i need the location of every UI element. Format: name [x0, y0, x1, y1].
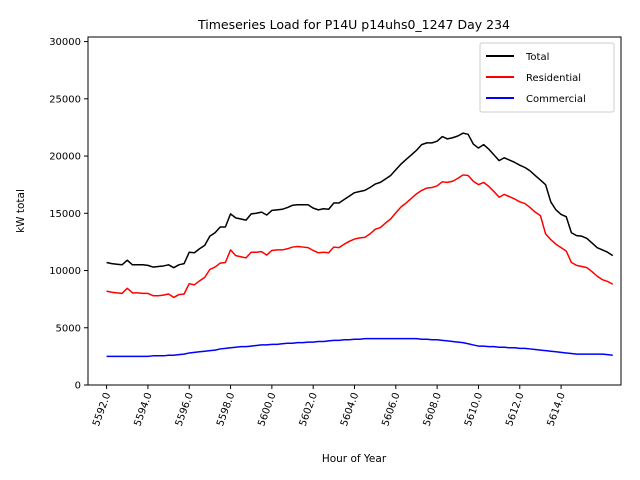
x-axis-label: Hour of Year — [322, 453, 387, 465]
y-axis: 0 5000 10000 15000 20000 25000 30000 — [49, 37, 88, 392]
y-tick-label: 0 — [75, 381, 81, 392]
plot-lines — [106, 132, 614, 358]
series-line-commercial — [106, 337, 613, 358]
y-tick-label: 5000 — [56, 323, 81, 334]
y-tick-label: 10000 — [49, 266, 81, 277]
chart-title: Timeseries Load for P14U p14uhs0_1247 Da… — [197, 17, 510, 32]
legend-box — [479, 42, 615, 113]
legend-label-residential: Residential — [526, 73, 581, 84]
y-tick-label: 20000 — [49, 152, 81, 163]
series-line-residential — [106, 174, 614, 299]
y-axis-label: kW total — [15, 189, 27, 233]
legend-label-commercial: Commercial — [526, 94, 586, 105]
legend: Total Residential Commercial — [479, 42, 615, 113]
legend-label-total: Total — [525, 52, 549, 63]
series-line-total — [106, 132, 614, 269]
y-tick-label: 15000 — [49, 209, 81, 220]
y-tick-label: 30000 — [49, 37, 81, 48]
y-tick-label: 25000 — [49, 94, 81, 105]
